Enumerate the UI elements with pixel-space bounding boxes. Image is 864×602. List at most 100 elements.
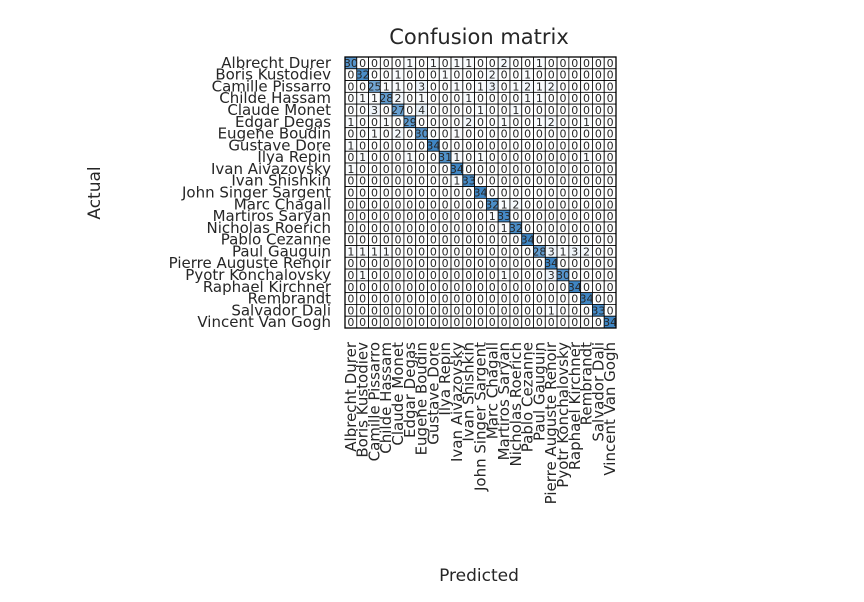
cell-value: 0 xyxy=(442,222,449,235)
cell-value: 0 xyxy=(442,304,449,317)
y-tick-label: Ilya Repin xyxy=(257,148,331,166)
cell-value: 0 xyxy=(371,316,378,329)
cell-value: 0 xyxy=(595,316,602,329)
cell-value: 0 xyxy=(371,57,378,70)
cell-value: 0 xyxy=(477,116,484,129)
cell-value: 0 xyxy=(583,304,590,317)
cell-value: 1 xyxy=(359,245,366,258)
cell-value: 0 xyxy=(465,234,472,247)
cell-value: 0 xyxy=(595,222,602,235)
cell-value: 0 xyxy=(442,163,449,176)
cell-value: 0 xyxy=(548,234,555,247)
y-tick-label: Ivan Aivazovsky xyxy=(211,160,331,178)
cell-value: 0 xyxy=(371,234,378,247)
cell-value: 0 xyxy=(524,198,531,211)
cell-value: 0 xyxy=(453,116,460,129)
cell-value: 0 xyxy=(571,234,578,247)
cell-value: 1 xyxy=(359,92,366,105)
cell-value: 0 xyxy=(571,293,578,306)
y-tick-label: Camille Pissarro xyxy=(212,77,331,95)
cell-value: 0 xyxy=(559,104,566,117)
cell-value: 0 xyxy=(359,163,366,176)
x-tick-label: Paul Gauguin xyxy=(530,342,548,441)
cell-value: 1 xyxy=(501,116,508,129)
x-tick-label: Eugene Boudin xyxy=(413,342,431,455)
cell-value: 0 xyxy=(583,269,590,282)
cell-value: 28 xyxy=(379,92,393,105)
cell-value: 0 xyxy=(406,257,413,270)
cell-value: 1 xyxy=(442,69,449,82)
cell-value: 0 xyxy=(524,139,531,152)
cell-value: 0 xyxy=(347,104,354,117)
x-tick-label: Albrecht Durer xyxy=(342,341,360,452)
cell-value: 0 xyxy=(489,316,496,329)
cell-value: 0 xyxy=(442,104,449,117)
cell-value: 0 xyxy=(359,234,366,247)
cell-value: 1 xyxy=(347,163,354,176)
cell-value: 0 xyxy=(501,175,508,188)
cell-value: 1 xyxy=(477,80,484,93)
cell-value: 0 xyxy=(347,128,354,141)
cell-value: 4 xyxy=(418,104,425,117)
cell-value: 0 xyxy=(383,210,390,223)
cell-value: 0 xyxy=(501,187,508,200)
cell-value: 0 xyxy=(442,293,449,306)
cell-value: 0 xyxy=(418,257,425,270)
y-tick-label: Albrecht Durer xyxy=(221,54,332,72)
cell-value: 0 xyxy=(418,187,425,200)
cell-value: 0 xyxy=(418,57,425,70)
cell-value: 0 xyxy=(453,69,460,82)
cell-value: 0 xyxy=(607,257,614,270)
cell-value: 0 xyxy=(465,198,472,211)
cell-value: 0 xyxy=(395,57,402,70)
cell-value: 0 xyxy=(371,187,378,200)
cell-value: 0 xyxy=(477,139,484,152)
cell-value: 0 xyxy=(453,245,460,258)
cell-value: 1 xyxy=(559,245,566,258)
cell-value: 0 xyxy=(453,257,460,270)
cell-value: 0 xyxy=(465,245,472,258)
cell-value: 0 xyxy=(583,175,590,188)
cell-value: 0 xyxy=(418,151,425,164)
cell-value: 0 xyxy=(383,222,390,235)
cell-value: 0 xyxy=(595,128,602,141)
cell-value: 0 xyxy=(536,163,543,176)
cell-value: 0 xyxy=(559,116,566,129)
cell-value: 0 xyxy=(501,104,508,117)
cell-value: 0 xyxy=(489,175,496,188)
cell-value: 0 xyxy=(607,269,614,282)
cell-value: 0 xyxy=(595,116,602,129)
cell-value: 2 xyxy=(501,57,508,70)
cell-value: 0 xyxy=(548,69,555,82)
cell-value: 0 xyxy=(571,80,578,93)
cell-value: 0 xyxy=(559,304,566,317)
cell-value: 0 xyxy=(406,139,413,152)
cell-value: 1 xyxy=(524,92,531,105)
cell-value: 0 xyxy=(347,269,354,282)
cell-value: 25 xyxy=(367,80,381,93)
cell-value: 0 xyxy=(559,316,566,329)
cell-value: 0 xyxy=(418,69,425,82)
cell-value: 0 xyxy=(571,257,578,270)
cell-value: 0 xyxy=(477,281,484,294)
x-axis-label: Predicted xyxy=(439,566,519,586)
cell-value: 0 xyxy=(595,293,602,306)
cell-value: 0 xyxy=(559,222,566,235)
x-tick-label: Ivan Shishkin xyxy=(460,342,478,442)
cell-value: 0 xyxy=(607,116,614,129)
cell-value: 0 xyxy=(359,175,366,188)
cell-value: 0 xyxy=(548,293,555,306)
cell-value: 0 xyxy=(571,116,578,129)
cell-value: 0 xyxy=(607,69,614,82)
y-tick-label: Vincent Van Gogh xyxy=(197,313,331,331)
cell-value: 0 xyxy=(477,198,484,211)
cell-value: 0 xyxy=(607,92,614,105)
cell-value: 1 xyxy=(395,69,402,82)
cell-value: 0 xyxy=(383,269,390,282)
cell-value: 0 xyxy=(512,245,519,258)
cell-value: 0 xyxy=(571,175,578,188)
cell-value: 1 xyxy=(501,222,508,235)
cell-value: 0 xyxy=(571,57,578,70)
cell-value: 0 xyxy=(512,151,519,164)
cell-value: 0 xyxy=(347,92,354,105)
